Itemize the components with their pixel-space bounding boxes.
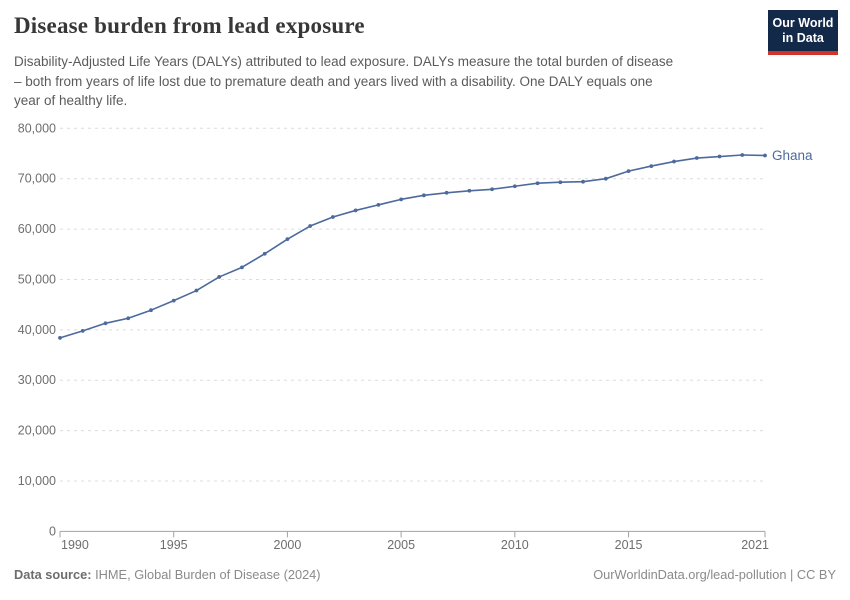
x-tick-label: 2000 bbox=[274, 538, 302, 552]
owid-logo-text-line2: in Data bbox=[782, 31, 824, 45]
y-tick-label: 40,000 bbox=[18, 323, 56, 337]
data-point[interactable] bbox=[308, 224, 313, 228]
data-point[interactable] bbox=[603, 176, 608, 181]
data-point[interactable] bbox=[331, 215, 335, 219]
data-point[interactable] bbox=[240, 265, 244, 270]
data-point[interactable] bbox=[740, 153, 745, 157]
subtitle-line: year of healthy life. bbox=[14, 93, 128, 108]
subtitle-line: – both from years of life lost due to pr… bbox=[14, 73, 653, 89]
data-point[interactable] bbox=[353, 208, 358, 213]
x-tick-label: 1990 bbox=[61, 538, 89, 552]
data-point[interactable] bbox=[717, 154, 722, 159]
x-tick-label: 2005 bbox=[387, 538, 415, 552]
credit-link[interactable]: OurWorldinData.org/lead-pollution | CC B… bbox=[593, 567, 836, 582]
data-point[interactable] bbox=[217, 275, 222, 279]
y-tick-label: 10,000 bbox=[18, 474, 56, 488]
y-tick-label: 20,000 bbox=[18, 424, 56, 438]
y-tick-label: 80,000 bbox=[18, 121, 56, 135]
data-point[interactable] bbox=[262, 251, 267, 256]
data-point[interactable] bbox=[421, 193, 426, 198]
owid-logo-box: Our World in Data bbox=[768, 10, 838, 51]
chart-footer: Data source: IHME, Global Burden of Dise… bbox=[14, 567, 836, 582]
data-point[interactable] bbox=[512, 184, 517, 189]
data-point[interactable] bbox=[763, 153, 767, 158]
data-source-label: Data source: bbox=[14, 567, 92, 582]
data-point[interactable] bbox=[149, 308, 153, 313]
x-tick-label: 2021 bbox=[741, 538, 769, 552]
x-tick-label: 2010 bbox=[501, 538, 529, 552]
series-end-label[interactable]: Ghana bbox=[772, 148, 813, 163]
data-point[interactable] bbox=[649, 164, 654, 168]
y-tick-label: 70,000 bbox=[18, 172, 56, 186]
data-point[interactable] bbox=[694, 156, 699, 160]
owid-logo-stripe bbox=[768, 51, 838, 55]
data-source: Data source: IHME, Global Burden of Dise… bbox=[14, 567, 321, 582]
data-point[interactable] bbox=[558, 180, 563, 185]
data-point[interactable] bbox=[103, 321, 108, 326]
data-point[interactable] bbox=[444, 190, 449, 195]
data-point[interactable] bbox=[171, 298, 176, 303]
data-point[interactable] bbox=[581, 179, 585, 184]
y-tick-label: 0 bbox=[49, 524, 56, 538]
data-point[interactable] bbox=[126, 316, 131, 321]
x-tick-label: 2015 bbox=[615, 538, 643, 552]
y-tick-label: 30,000 bbox=[18, 373, 56, 387]
data-point[interactable] bbox=[490, 187, 494, 192]
data-point[interactable] bbox=[58, 336, 62, 340]
page-title: Disease burden from lead exposure bbox=[14, 13, 365, 38]
chart-subtitle: Disability-Adjusted Life Years (DALYs) a… bbox=[14, 52, 754, 111]
y-tick-label: 60,000 bbox=[18, 222, 56, 236]
data-point[interactable] bbox=[467, 188, 472, 193]
data-point[interactable] bbox=[285, 237, 290, 242]
data-source-text: IHME, Global Burden of Disease (2024) bbox=[91, 567, 321, 582]
y-tick-label: 50,000 bbox=[18, 272, 56, 286]
trend-line[interactable] bbox=[59, 154, 766, 339]
subtitle-line: Disability-Adjusted Life Years (DALYs) a… bbox=[14, 54, 674, 69]
data-point[interactable] bbox=[376, 202, 381, 207]
data-point[interactable] bbox=[672, 159, 676, 164]
owid-logo-text-line1: Our World bbox=[772, 16, 834, 30]
owid-logo[interactable]: Our World in Data bbox=[768, 10, 838, 55]
data-point[interactable] bbox=[194, 288, 199, 293]
data-point[interactable] bbox=[399, 197, 404, 202]
data-point[interactable] bbox=[626, 169, 631, 174]
data-point[interactable] bbox=[535, 181, 540, 186]
x-tick-label: 1995 bbox=[160, 538, 188, 552]
data-point[interactable] bbox=[80, 328, 85, 333]
